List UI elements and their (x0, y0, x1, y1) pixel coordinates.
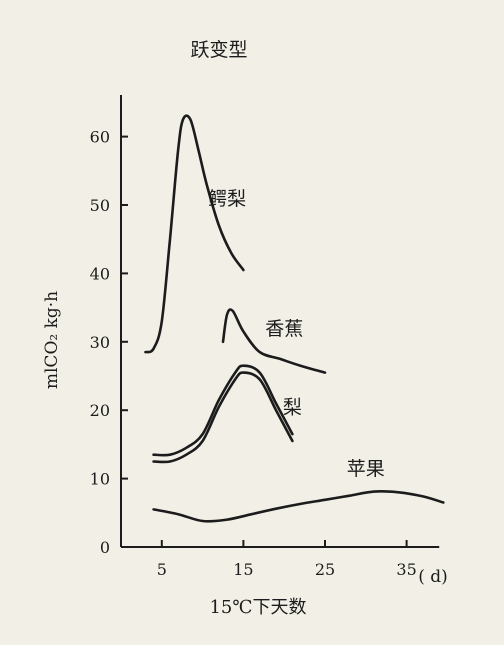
x-tick-label: 15 (233, 560, 253, 579)
y-tick-label: 20 (90, 401, 110, 420)
series-curves (144, 114, 445, 523)
avocado-label: 鳄梨 (208, 188, 246, 210)
x-axis-label: 15℃下天数 (209, 597, 306, 618)
y-tick-label: 10 (90, 470, 110, 489)
x-tick-label: 35 (396, 560, 416, 579)
y-axis-ticks: 0 10 20 30 40 50 60 (90, 128, 128, 557)
axes (120, 95, 440, 548)
avocado-curve (144, 114, 245, 354)
apple-label: 苹果 (347, 458, 385, 480)
y-tick-label: 0 (100, 538, 110, 557)
x-tick-label: 25 (315, 560, 335, 579)
banana-label: 香蕉 (265, 318, 303, 340)
banana-curve (221, 308, 327, 374)
chart-title: 跃变型 (190, 39, 247, 61)
pear-curve-lower (152, 371, 294, 464)
y-tick-label: 50 (90, 196, 110, 215)
pear-label: 梨 (283, 397, 302, 419)
y-tick-label: 40 (90, 264, 110, 283)
x-axis-unit: ( d) (418, 567, 448, 587)
y-tick-label: 30 (90, 333, 110, 352)
y-axis-label: mlCO₂ kg·h (42, 291, 62, 389)
x-tick-label: 5 (157, 560, 167, 579)
pear-curve-upper (152, 364, 294, 457)
x-axis-ticks: 5 15 25 35 (157, 540, 417, 579)
apple-curve (152, 490, 445, 523)
y-tick-label: 60 (90, 128, 110, 147)
